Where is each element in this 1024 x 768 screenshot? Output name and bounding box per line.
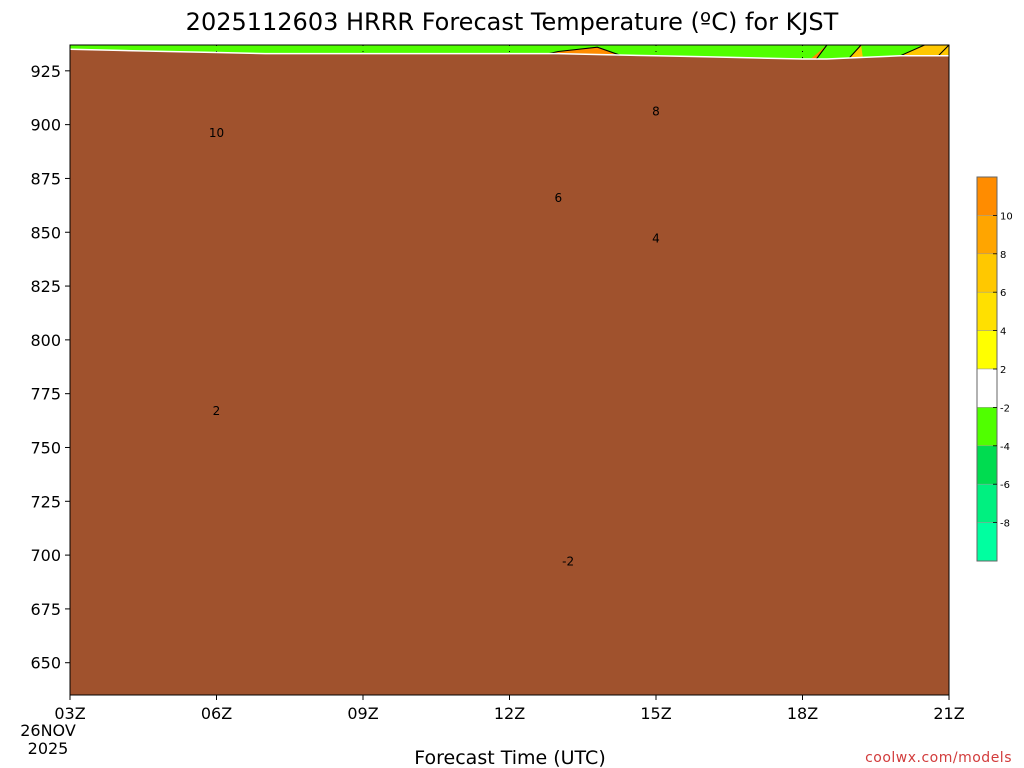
y-tick-label: 925: [30, 62, 61, 81]
colorbar-swatch: [976, 445, 998, 485]
x-tick-label: 18Z: [787, 704, 818, 723]
terrain-ground: [70, 49, 949, 695]
contour-label: 2: [213, 404, 221, 418]
colorbar-label: 2: [1000, 365, 1006, 376]
y-tick-label: 825: [30, 277, 61, 296]
x-tick-label: 09Z: [347, 704, 378, 723]
x-date-label-day: 26NOV: [20, 721, 76, 740]
y-tick-label: 675: [30, 600, 61, 619]
contour-label: 8: [652, 105, 660, 119]
colorbar-swatch: [976, 407, 998, 447]
x-tick-label: 21Z: [933, 704, 964, 723]
x-tick-label: 03Z: [54, 704, 85, 723]
colorbar-legend: 10 8 6 4 2 -2 -4 -6 -8: [976, 176, 1013, 562]
colorbar-label: 4: [1000, 327, 1006, 338]
colorbar-label: 8: [1000, 250, 1006, 261]
y-tick-label: 750: [30, 438, 61, 457]
y-tick-label: 875: [30, 169, 61, 188]
y-tick-label: 850: [30, 223, 61, 242]
colorbar-swatch: [976, 291, 998, 331]
x-tick-label: 15Z: [640, 704, 671, 723]
colorbar-swatch: [976, 368, 998, 408]
contour-label: -2: [562, 555, 574, 569]
y-tick-label: 775: [30, 385, 61, 404]
y-tick-label: 700: [30, 546, 61, 565]
terrain-edge: [70, 48, 949, 60]
colorbar-label: 6: [1000, 288, 1006, 299]
y-tick-label: 800: [30, 331, 61, 350]
colorbar-label: -4: [1000, 442, 1010, 453]
colorbar-label: 10: [1000, 211, 1013, 222]
colorbar-label: -8: [1000, 519, 1010, 530]
y-tick-label: 900: [30, 116, 61, 135]
chart-title: 2025112603 HRRR Forecast Temperature (ºC…: [186, 8, 839, 36]
contour-label: 6: [555, 191, 563, 205]
colorbar-swatch: [976, 253, 998, 293]
colorbar-swatch: [976, 483, 998, 523]
credit-text: coolwx.com/models: [865, 750, 1012, 766]
colorbar-swatch: [976, 522, 998, 562]
x-axis-label: Forecast Time (UTC): [414, 747, 605, 768]
contour-label: 10: [209, 126, 224, 140]
y-tick-label: 725: [30, 492, 61, 511]
colorbar-swatch: [976, 215, 998, 255]
x-tick-label: 06Z: [201, 704, 232, 723]
colorbar-swatch: [976, 176, 998, 216]
x-date-label-year: 2025: [28, 739, 69, 758]
colorbar-swatch: [976, 330, 998, 370]
plot-area: [70, 45, 949, 695]
colorbar-label: -2: [1000, 403, 1010, 414]
contour-label: 4: [652, 232, 660, 246]
colorbar-label: -6: [1000, 480, 1010, 491]
x-tick-label: 12Z: [494, 704, 525, 723]
y-tick-label: 650: [30, 654, 61, 673]
